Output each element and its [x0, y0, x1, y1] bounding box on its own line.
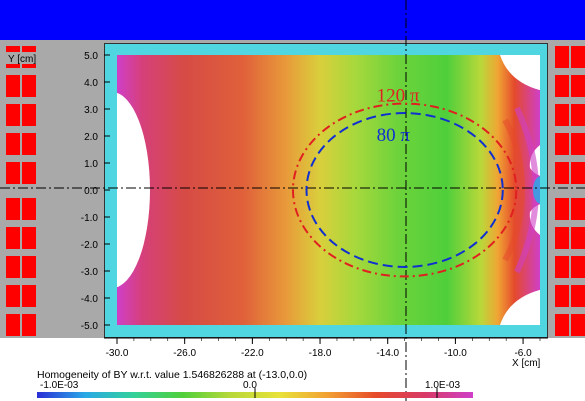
right-cutout-bottom: [500, 289, 540, 325]
x-tick-label: -6.0: [514, 348, 532, 359]
coil-block: [571, 256, 585, 278]
coil-block: [555, 46, 569, 68]
y-tick-label: 5.0: [84, 51, 98, 62]
coil-block: [6, 314, 20, 336]
contour-line: [305, 112, 504, 268]
coil-block: [22, 104, 36, 126]
coil-block: [555, 75, 569, 97]
midplane-gap-right: [548, 184, 585, 194]
right-edge-stripes: [502, 118, 526, 262]
coil-block: [555, 104, 569, 126]
y-axis: 5.0 4.0 3.0 2.0 1.0 0.0 -1.0 -2.0 -3.0 -4.0 -5.0: [81, 51, 110, 332]
coil-block: [6, 75, 20, 97]
colorbar-min-label: -1.0E-03: [40, 380, 79, 391]
coil-block: [6, 227, 20, 249]
coil-block: [555, 285, 569, 307]
coil-block: [6, 198, 20, 220]
x-axis: -30.0 -26.0 -22.0 -18.0 -14.0 -10.0 -6.0: [104, 337, 548, 359]
coil-block: [571, 285, 585, 307]
coil-block: [6, 162, 20, 184]
coil-block: [571, 104, 585, 126]
coil-block: [22, 227, 36, 249]
coil-block: [571, 198, 585, 220]
coil-block: [6, 104, 20, 126]
coil-block: [555, 227, 569, 249]
coil-block: [555, 198, 569, 220]
coil-block: [22, 285, 36, 307]
x-axis-label: X [cm]: [512, 358, 541, 369]
y-tick-label: -4.0: [81, 294, 99, 305]
coil-block: [571, 133, 585, 155]
colorbar-max-label: 1.0E-03: [425, 380, 461, 391]
coil-block: [22, 314, 36, 336]
coil-block: [22, 75, 36, 97]
contour-line: [291, 102, 518, 278]
top-band: [0, 0, 585, 40]
coil-block: [571, 75, 585, 97]
center-bump: [533, 176, 540, 204]
contour-group: 120 π 80 π: [291, 86, 518, 278]
chart-caption: Homogeneity of BY w.r.t. value 1.5468262…: [37, 369, 308, 381]
x-tick-label: -18.0: [309, 348, 332, 359]
coil-block: [555, 314, 569, 336]
coil-block: [6, 256, 20, 278]
y-axis-label: Y [cm]: [8, 54, 36, 65]
right-cutout-top: [500, 55, 540, 91]
y-tick-label: -2.0: [81, 240, 99, 251]
contour-label: 80 π: [377, 125, 411, 146]
coil-block: [555, 162, 569, 184]
y-tick-label: -1.0: [81, 213, 99, 224]
coil-block: [571, 46, 585, 68]
colorbar-mid-label: 0.0: [243, 380, 257, 391]
y-tick-label: -3.0: [81, 267, 99, 278]
y-tick-label: 3.0: [84, 105, 98, 116]
coil-block: [571, 227, 585, 249]
coil-block: [22, 256, 36, 278]
left-cutout: [117, 92, 150, 288]
coil-block: [6, 285, 20, 307]
y-tick-label: -5.0: [81, 321, 99, 332]
x-tick-label: -10.0: [444, 348, 467, 359]
y-tick-label: 0.0: [84, 186, 98, 197]
coil-block: [571, 314, 585, 336]
coil-block: [555, 133, 569, 155]
field-map: [117, 55, 540, 325]
y-axis-label-bg: [6, 52, 42, 64]
y-tick-label: 1.0: [84, 159, 98, 170]
contour-label: 120 π: [377, 86, 420, 107]
y-tick-label: 2.0: [84, 132, 98, 143]
coil-block: [555, 256, 569, 278]
y-tick-label: 4.0: [84, 78, 98, 89]
coil-block: [22, 162, 36, 184]
coil-block: [22, 133, 36, 155]
x-tick-label: -14.0: [376, 348, 399, 359]
coil-block: [571, 162, 585, 184]
coil-block: [6, 133, 20, 155]
x-tick-label: -22.0: [241, 348, 264, 359]
plot-area: [117, 55, 540, 325]
coil-block: [22, 198, 36, 220]
midplane-gap-left: [0, 184, 38, 194]
top-steel: [0, 40, 585, 45]
x-tick-label: -30.0: [106, 348, 129, 359]
x-tick-label: -26.0: [173, 348, 196, 359]
